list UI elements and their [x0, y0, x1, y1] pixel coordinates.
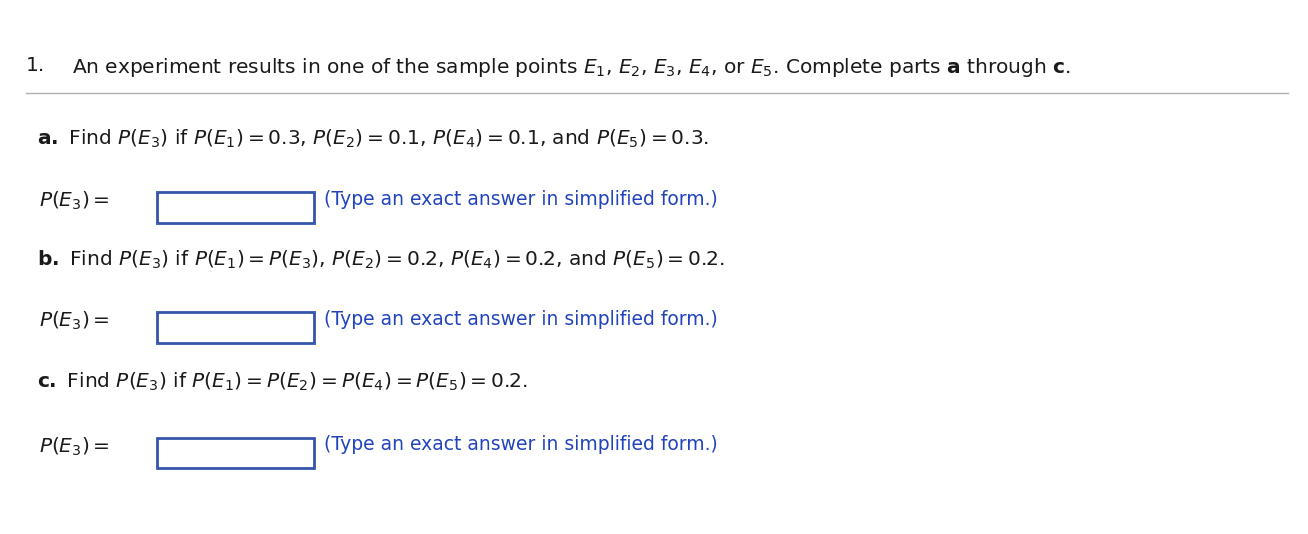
Text: 1.: 1. — [26, 56, 46, 75]
Text: $P(E_3)=$: $P(E_3)=$ — [39, 190, 110, 212]
Text: An experiment results in one of the sample points $E_1$, $E_2$, $E_3$, $E_4$, or: An experiment results in one of the samp… — [72, 56, 1071, 79]
FancyBboxPatch shape — [157, 438, 314, 468]
Text: (Type an exact answer in simplified form.): (Type an exact answer in simplified form… — [324, 435, 718, 454]
Text: $P(E_3)=$: $P(E_3)=$ — [39, 310, 110, 332]
Text: $\bf{a.}$ Find $P(E_3)$ if $P(E_1)=0.3$, $P(E_2)=0.1$, $P(E_4)=0.1$, and $P(E_5): $\bf{a.}$ Find $P(E_3)$ if $P(E_1)=0.3$,… — [37, 128, 709, 151]
FancyBboxPatch shape — [157, 192, 314, 223]
Text: $P(E_3)=$: $P(E_3)=$ — [39, 435, 110, 458]
Text: $\bf{c.}$ Find $P(E_3)$ if $P(E_1)=P(E_2)=P(E_4)=P(E_5)=0.2$.: $\bf{c.}$ Find $P(E_3)$ if $P(E_1)=P(E_2… — [37, 371, 527, 394]
Text: (Type an exact answer in simplified form.): (Type an exact answer in simplified form… — [324, 310, 718, 329]
Text: $\bf{b.}$ Find $P(E_3)$ if $P(E_1)=P(E_3)$, $P(E_2)=0.2$, $P(E_4)=0.2$, and $P(E: $\bf{b.}$ Find $P(E_3)$ if $P(E_1)=P(E_3… — [37, 248, 725, 271]
FancyBboxPatch shape — [157, 312, 314, 343]
Text: (Type an exact answer in simplified form.): (Type an exact answer in simplified form… — [324, 190, 718, 209]
